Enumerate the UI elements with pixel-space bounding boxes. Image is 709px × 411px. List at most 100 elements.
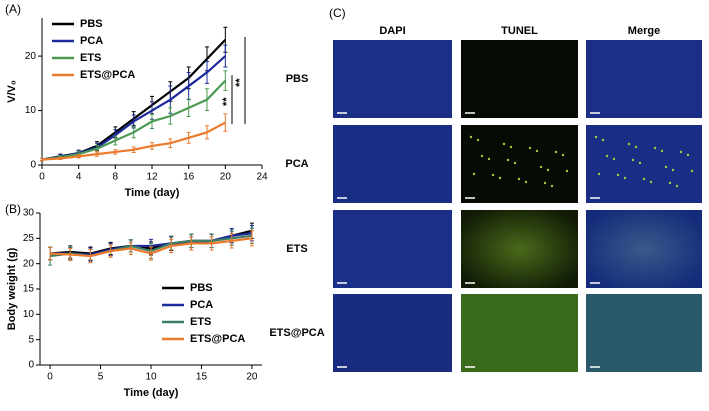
legend-label: PCA: [190, 299, 213, 311]
stain-dot: [612, 157, 616, 161]
stain-dot: [638, 161, 642, 165]
micrograph: [461, 125, 578, 203]
stain-dot: [498, 176, 502, 180]
legend-label: PBS: [190, 282, 213, 294]
significance-label: **: [234, 78, 246, 87]
stain-dot: [675, 184, 679, 188]
micrograph: [333, 210, 452, 288]
row-header: ETS@PCA: [269, 327, 324, 339]
data-line: [41, 79, 227, 161]
y-tick-label: 15: [23, 284, 35, 295]
y-tick-label: 10: [23, 309, 35, 320]
stain-dot: [597, 172, 601, 176]
stain-dot: [546, 168, 550, 172]
stain-dot: [634, 145, 638, 149]
stain-dot: [660, 149, 664, 153]
y-tick-label: 0: [30, 160, 36, 171]
micrograph: [333, 294, 452, 372]
y-tick-label: 10: [25, 105, 37, 116]
legend-label: ETS@PCA: [190, 333, 245, 345]
stain-dot: [539, 165, 543, 169]
x-tick-label: 0: [47, 372, 53, 383]
panel-label: (C): [329, 6, 346, 20]
y-axis-label: Body weight (g): [6, 247, 18, 330]
stain-dot: [627, 142, 631, 146]
x-tick-label: 8: [113, 172, 119, 183]
stain-dot: [649, 180, 653, 184]
stain-dot: [601, 138, 605, 142]
stain-dot: [476, 138, 480, 142]
stain-dot: [502, 142, 506, 146]
stain-dot: [554, 150, 558, 154]
stain-dot: [469, 135, 473, 139]
stain-dot: [671, 168, 675, 172]
stain-dot: [623, 176, 627, 180]
x-tick-label: 10: [145, 372, 157, 383]
stain-dot: [631, 158, 635, 162]
column-header: Merge: [628, 25, 660, 37]
stain-dot: [528, 146, 532, 150]
stain-dot: [491, 173, 495, 177]
x-tick-label: 0: [39, 172, 45, 183]
legend-label: ETS: [80, 52, 101, 64]
panel-label: (B): [5, 202, 21, 216]
micrograph: [461, 294, 578, 372]
x-tick-label: 12: [146, 172, 158, 183]
data-line: [50, 237, 253, 258]
stain-dot: [664, 165, 668, 169]
stain-dot: [487, 157, 491, 161]
stain-dot: [616, 173, 620, 177]
stain-dot: [561, 153, 565, 157]
stain-dot: [642, 177, 646, 181]
micrograph: [461, 210, 578, 288]
stain-dot: [480, 154, 484, 158]
stain-dot: [594, 135, 598, 139]
column-header: DAPI: [379, 25, 405, 37]
legend-label: ETS: [190, 316, 211, 328]
legend-label: PBS: [80, 18, 103, 30]
stain-dot: [535, 149, 539, 153]
stain-dot: [668, 181, 672, 185]
y-tick-label: 25: [23, 233, 35, 244]
stain-dot: [653, 146, 657, 150]
legend-label: PCA: [80, 35, 103, 47]
y-tick-label: 30: [23, 208, 35, 219]
stain-dot: [506, 158, 510, 162]
stain-dot: [543, 181, 547, 185]
significance-label: **: [221, 97, 233, 106]
stain-dot: [524, 180, 528, 184]
micrograph: [461, 40, 578, 118]
y-axis-label: V/V₀: [6, 80, 18, 103]
stain-dot: [565, 169, 569, 173]
stain-dot: [517, 177, 521, 181]
column-header: TUNEL: [501, 25, 538, 37]
panel-label: (A): [5, 2, 21, 16]
stain-dot: [550, 184, 554, 188]
x-tick-label: 20: [246, 372, 258, 383]
x-tick-label: 24: [256, 172, 268, 183]
error-bar: [48, 246, 53, 261]
y-tick-label: 20: [25, 51, 37, 62]
row-header: PCA: [285, 158, 308, 170]
micrograph: [586, 125, 702, 203]
row-header: ETS: [286, 243, 307, 255]
row-header: PBS: [286, 73, 309, 85]
x-axis-label: Time (day): [125, 187, 180, 199]
x-tick-label: 15: [196, 372, 208, 383]
legend-label: ETS@PCA: [80, 69, 135, 81]
micrograph: [586, 210, 702, 288]
x-tick-label: 4: [76, 172, 82, 183]
x-tick-label: 5: [98, 372, 104, 383]
micrograph: [586, 40, 702, 118]
stain-dot: [509, 145, 513, 149]
stain-dot: [472, 172, 476, 176]
stain-dot: [513, 161, 517, 165]
micrograph: [333, 125, 452, 203]
y-tick-label: 0: [28, 360, 34, 371]
micrograph: [333, 40, 452, 118]
stain-dot: [605, 154, 609, 158]
y-tick-label: 20: [23, 258, 35, 269]
stain-dot: [686, 153, 690, 157]
x-tick-label: 20: [220, 172, 232, 183]
